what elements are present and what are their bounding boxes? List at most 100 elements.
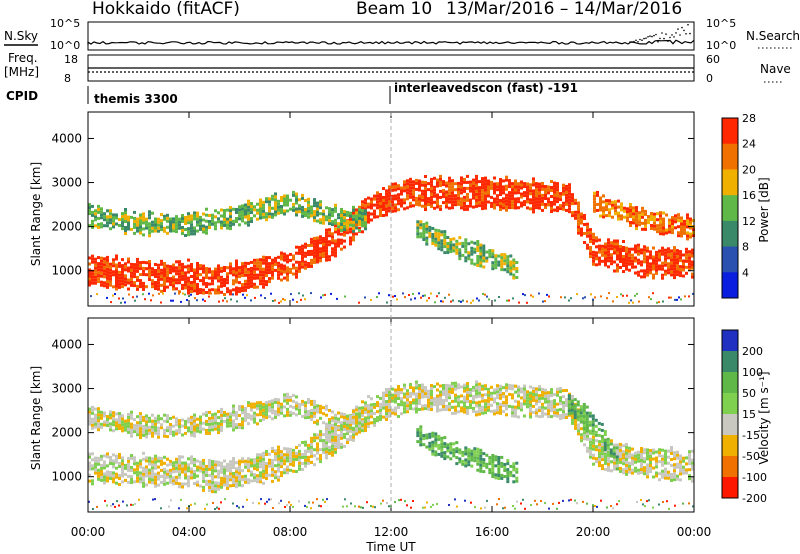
heatmap-cell [331, 450, 334, 454]
heatmap-cell [373, 423, 376, 427]
heatmap-cell [603, 445, 607, 448]
heatmap-cell [668, 230, 671, 234]
heatmap-cell [422, 235, 426, 238]
heatmap-cell [598, 458, 601, 462]
heatmap-cell [515, 479, 519, 483]
heatmap-cell [613, 458, 616, 462]
heatmap-cell [433, 403, 436, 407]
heatmap-cell [286, 254, 289, 258]
heatmap-cell [301, 253, 304, 257]
heatmap-cell [406, 389, 409, 393]
heatmap-cell [214, 221, 217, 225]
heatmap-cell [211, 279, 214, 283]
heatmap-cell [473, 247, 477, 251]
heatmap-cell [262, 417, 265, 421]
heatmap-cell [169, 468, 172, 472]
heatmap-cell [682, 456, 685, 460]
heatmap-cell [268, 409, 271, 413]
heatmap-cell [457, 193, 460, 197]
heatmap-cell [475, 186, 478, 190]
heatmap-cell [280, 411, 283, 415]
heatmap-cell [568, 198, 571, 202]
heatmap-cell [187, 426, 190, 430]
heatmap-cell [142, 418, 145, 422]
heatmap-cell [100, 463, 103, 467]
heatmap-cell [358, 205, 361, 209]
heatmap-cell [388, 203, 391, 207]
heatmap-cell [262, 481, 265, 485]
heatmap-cell [367, 211, 370, 215]
heatmap-cell [394, 400, 397, 404]
heatmap-cell [148, 477, 151, 481]
heatmap-cell [431, 227, 435, 230]
heatmap-cell [307, 458, 310, 462]
heatmap-cell [301, 468, 304, 471]
heatmap-cell [277, 202, 280, 206]
heatmap-cell [133, 471, 136, 475]
heatmap-cell [262, 270, 265, 274]
heatmap-cell [139, 471, 142, 475]
heatmap-cell [688, 265, 691, 269]
heatmap-cell [559, 192, 562, 196]
heatmap-cell [340, 217, 343, 220]
heatmap-cell [142, 484, 145, 488]
nsearch-dot [647, 36, 649, 38]
heatmap-cell [415, 407, 418, 411]
heatmap-cell [637, 258, 640, 262]
heatmap-cell [592, 250, 595, 254]
heatmap-cell [625, 469, 628, 473]
heatmap-cell [268, 277, 271, 281]
heatmap-cell [613, 251, 616, 255]
heatmap-cell [121, 423, 124, 427]
heatmap-cell [508, 185, 511, 189]
heatmap-cell [616, 254, 619, 258]
heatmap-cell [346, 213, 349, 217]
heatmap-cell [631, 453, 634, 457]
heatmap-cell [496, 390, 499, 394]
heatmap-cell [464, 461, 468, 465]
heatmap-cell [515, 467, 519, 471]
heatmap-cell [454, 381, 457, 385]
heatmap-cell [298, 266, 301, 270]
heatmap-cell [476, 258, 480, 261]
heatmap-cell [583, 431, 586, 435]
heatmap-cell [313, 411, 316, 415]
heatmap-cell [286, 272, 289, 276]
heatmap-cell [667, 455, 670, 459]
heatmap-cell [496, 185, 499, 189]
heatmap-cell [130, 277, 133, 281]
heatmap-cell [358, 229, 361, 232]
heatmap-cell [439, 177, 442, 181]
heatmap-cell [484, 191, 487, 195]
heatmap-cell [298, 292, 300, 295]
heatmap-cell [184, 286, 187, 290]
heatmap-cell [535, 203, 538, 207]
heatmap-cell [271, 194, 274, 198]
heatmap-cell [416, 220, 420, 224]
heatmap-cell [576, 400, 580, 404]
heatmap-cell [211, 416, 214, 420]
heatmap-cell [607, 259, 610, 263]
heatmap-cell [532, 404, 535, 408]
heatmap-cell [271, 467, 274, 471]
heatmap-cell [232, 219, 235, 223]
heatmap-cell [583, 223, 586, 226]
heatmap-cell [595, 460, 598, 464]
heatmap-cell [457, 395, 460, 399]
heatmap-cell [331, 435, 334, 439]
heatmap-cell [664, 263, 667, 267]
heatmap-cell [458, 457, 462, 461]
heatmap-cell [683, 219, 686, 223]
heatmap-cell [422, 229, 426, 232]
heatmap-cell [307, 455, 310, 459]
heatmap-cell [631, 253, 634, 257]
heatmap-cell [567, 394, 571, 398]
heatmap-cell [583, 217, 586, 220]
heatmap-cell [112, 480, 115, 484]
heatmap-cell [622, 240, 625, 243]
heatmap-cell [109, 477, 112, 480]
heatmap-cell [664, 452, 667, 456]
heatmap-cell [271, 411, 274, 415]
heatmap-cell [226, 462, 229, 466]
heatmap-cell [379, 396, 382, 400]
